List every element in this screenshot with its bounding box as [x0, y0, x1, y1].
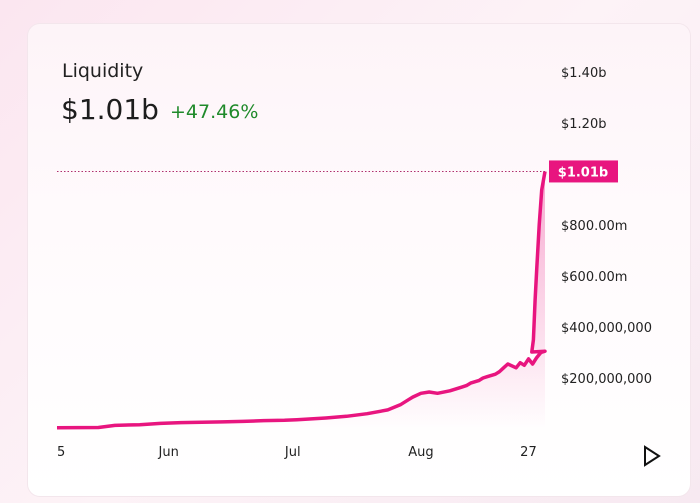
y-tick-label: $1.20b: [561, 117, 606, 132]
y-tick-label: $800.00m: [561, 219, 627, 234]
series-line: [56, 171, 547, 430]
x-tick-label: Aug: [408, 445, 433, 460]
current-value-label: $1.01b: [558, 165, 608, 180]
y-tick-label: $600.00m: [561, 270, 627, 285]
y-tick-label: $400,000,000: [561, 321, 652, 336]
percent-change: +47.46%: [170, 101, 259, 123]
x-tick-label: Jun: [158, 445, 179, 460]
y-tick-label: $1.40b: [561, 66, 606, 81]
current-value: $1.01b: [61, 93, 159, 126]
current-value-badge: [549, 160, 618, 183]
y-tick-label: $200,000,000: [561, 372, 652, 387]
area-fill: [57, 171, 545, 429]
x-tick-label: 5: [57, 445, 65, 460]
chart-title: Liquidity: [62, 60, 144, 82]
play-icon[interactable]: [642, 445, 662, 467]
x-tick-label: Jul: [284, 445, 301, 460]
x-tick-label: 27: [520, 445, 537, 460]
